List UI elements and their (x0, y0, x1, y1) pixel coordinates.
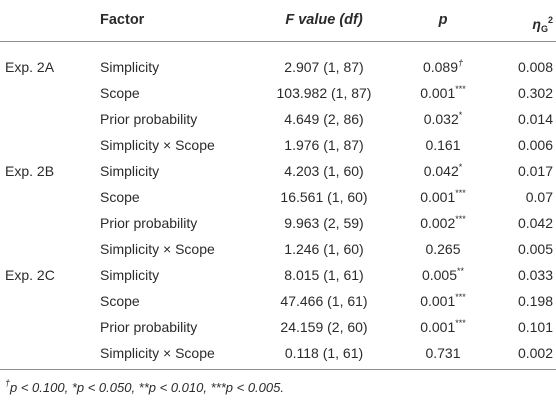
factor-cell: Simplicity × Scope (100, 241, 215, 257)
header-f-value: F value (df) (254, 0, 394, 41)
footnote: †p < 0.100, *p < 0.050, **p < 0.010, ***… (5, 378, 284, 396)
eta-cell: 0.302 (517, 85, 553, 101)
factor-cell: Simplicity (100, 163, 160, 179)
f-value-cell: 4.649 (2, 86) (284, 111, 364, 127)
factor-cell: Simplicity × Scope (100, 345, 215, 361)
header-eta: ηG2 (490, 0, 553, 41)
p-value-cell: 0.731 (398, 340, 488, 366)
p-value-cell: 0.089† (398, 54, 488, 80)
p-value-cell: 0.001*** (398, 314, 488, 340)
p-value-cell: 0.042* (398, 158, 488, 184)
header-f-value-df: (df) (339, 12, 363, 28)
eta-cell: 0.002 (517, 345, 553, 361)
p-value: 0.001 (420, 319, 456, 335)
p-value: 0.001 (420, 189, 456, 205)
significance-mark: *** (455, 318, 466, 328)
f-value-cell: 0.118 (1, 61) (284, 345, 364, 361)
significance-mark: * (458, 162, 463, 172)
p-value-cell: 0.001*** (398, 288, 488, 314)
eta-cell: 0.198 (517, 293, 553, 309)
significance-mark: *** (455, 188, 466, 198)
factor-cell: Simplicity (100, 59, 160, 75)
p-value-cell: 0.161 (398, 132, 488, 158)
factor-cell: Prior probability (100, 215, 198, 231)
factor-cell: Prior probability (100, 111, 198, 127)
significance-mark: *** (455, 292, 466, 302)
factor-cell: Scope (100, 85, 140, 101)
significance-mark: *** (455, 84, 466, 94)
footnote-dagger: † (5, 378, 11, 388)
p-value-cell: 0.001*** (398, 184, 488, 210)
factor-cell: Simplicity (100, 267, 160, 283)
significance-mark: † (458, 58, 464, 68)
f-value-cell: 2.907 (1, 87) (284, 59, 364, 75)
f-value-cell: 9.963 (2, 59) (284, 215, 364, 231)
header-eta-sub: G (540, 24, 548, 34)
factor-cell: Prior probability (100, 319, 198, 335)
eta-cell: 0.042 (517, 215, 553, 231)
significance-mark: * (458, 110, 463, 120)
factor-cell: Scope (100, 189, 140, 205)
eta-cell: 0.008 (517, 59, 553, 75)
experiment-label: Exp. 2A (5, 59, 55, 75)
p-value-cell: 0.005** (398, 262, 488, 288)
footnote-text: p < 0.100, *p < 0.050, **p < 0.010, ***p… (10, 380, 284, 395)
significance-mark: ** (457, 266, 465, 276)
header-eta-sup: 2 (547, 15, 553, 25)
p-value-cell: 0.002*** (398, 210, 488, 236)
eta-cell: 0.006 (517, 137, 553, 153)
eta-cell: 0.005 (517, 241, 553, 257)
p-value-cell: 0.032* (398, 106, 488, 132)
header-rule (0, 41, 556, 42)
f-value-cell: 8.015 (1, 61) (284, 267, 364, 283)
p-value: 0.001 (420, 293, 456, 309)
f-value-cell: 16.561 (1, 60) (280, 189, 368, 205)
significance-mark: *** (455, 214, 466, 224)
header-p: p (438, 12, 448, 28)
eta-cell: 0.017 (517, 163, 553, 179)
p-value: 0.005 (421, 267, 458, 283)
f-value-cell: 103.982 (1, 87) (276, 85, 372, 101)
p-value: 0.265 (425, 241, 461, 257)
eta-cell: 0.014 (517, 111, 553, 127)
header-factor: Factor (100, 12, 145, 28)
factor-cell: Simplicity × Scope (100, 137, 215, 153)
factor-cell: Scope (100, 293, 140, 309)
p-value: 0.002 (420, 215, 456, 231)
p-value: 0.032 (423, 111, 459, 127)
p-value: 0.161 (425, 137, 461, 153)
p-value: 0.042 (423, 163, 459, 179)
f-value-cell: 1.976 (1, 87) (284, 137, 364, 153)
experiment-label: Exp. 2C (5, 267, 55, 283)
p-value: 0.001 (420, 85, 456, 101)
bottom-rule (0, 369, 556, 370)
experiment-label: Exp. 2B (5, 163, 55, 179)
p-value: 0.731 (425, 345, 461, 361)
f-value-cell: 24.159 (2, 60) (280, 319, 368, 335)
eta-cell: 0.033 (517, 267, 553, 283)
header-f-value-label: F value (285, 12, 336, 28)
f-value-cell: 47.466 (1, 61) (280, 293, 368, 309)
f-value-cell: 1.246 (1, 60) (284, 241, 364, 257)
p-value-cell: 0.265 (398, 236, 488, 262)
p-value: 0.089 (422, 59, 459, 75)
eta-cell: 0.101 (517, 319, 553, 335)
header-eta-symbol: η (532, 16, 541, 32)
f-value-cell: 4.203 (1, 60) (284, 163, 364, 179)
eta-cell: 0.07 (525, 189, 553, 205)
p-value-cell: 0.001*** (398, 80, 488, 106)
